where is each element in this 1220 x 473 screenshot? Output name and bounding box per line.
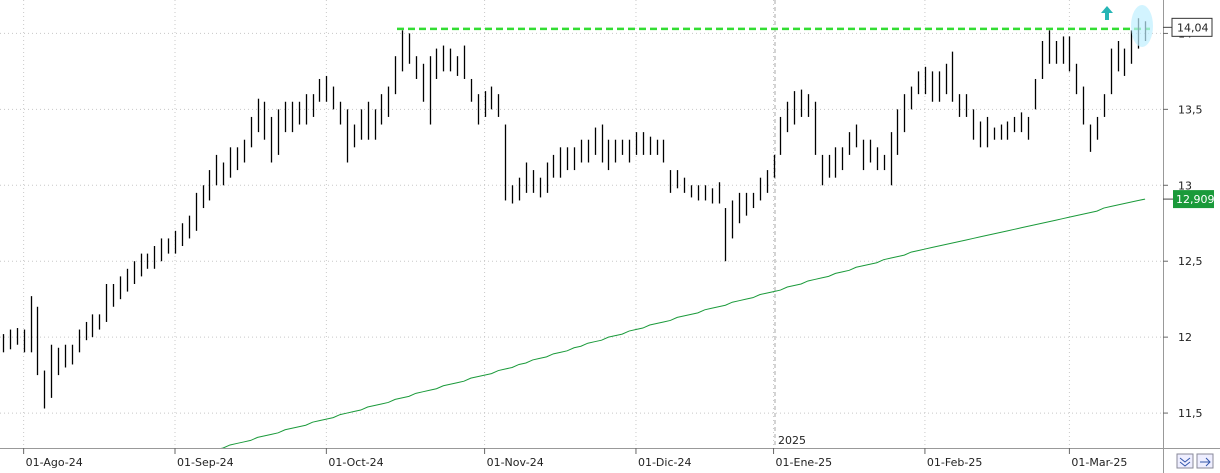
plot-area bbox=[0, 0, 1163, 448]
icon bbox=[1200, 457, 1211, 467]
y-tick-label: 13 bbox=[1178, 179, 1192, 192]
x-tick-label: 01-Dic-24 bbox=[638, 456, 692, 469]
x-tick-label: 01-Oct-24 bbox=[328, 456, 383, 469]
y-tick-label: 12,5 bbox=[1178, 255, 1203, 268]
scroll-button[interactable] bbox=[1196, 453, 1214, 469]
icon bbox=[1179, 457, 1191, 467]
highlight bbox=[1131, 5, 1153, 47]
x-tick-label: 01-Nov-24 bbox=[487, 456, 544, 469]
price-tag bbox=[1171, 17, 1213, 37]
ma-tag bbox=[1173, 190, 1214, 209]
year-label: 2025 bbox=[778, 434, 806, 447]
up-arrow-icon bbox=[1101, 6, 1113, 20]
x-tick-label: 01-Sep-24 bbox=[177, 456, 234, 469]
x-tick-label: 01-Ene-25 bbox=[776, 456, 833, 469]
price-tag-label: 14,04 bbox=[1177, 21, 1209, 34]
x-tick-label: 01-Feb-25 bbox=[927, 456, 982, 469]
zoom-button[interactable] bbox=[1176, 453, 1194, 469]
x-tick-label: 01-Ago-24 bbox=[26, 456, 83, 469]
y-tick-label: 13,5 bbox=[1178, 103, 1203, 116]
x-tick-label: 01-Mar-25 bbox=[1071, 456, 1127, 469]
y-tick-label: 12 bbox=[1178, 331, 1192, 344]
y-tick-label: 11,5 bbox=[1178, 407, 1203, 420]
moving-average-line bbox=[220, 198, 1146, 448]
ma-tag-label: 12,909 bbox=[1176, 193, 1215, 206]
toolbar-icons bbox=[1176, 453, 1214, 469]
